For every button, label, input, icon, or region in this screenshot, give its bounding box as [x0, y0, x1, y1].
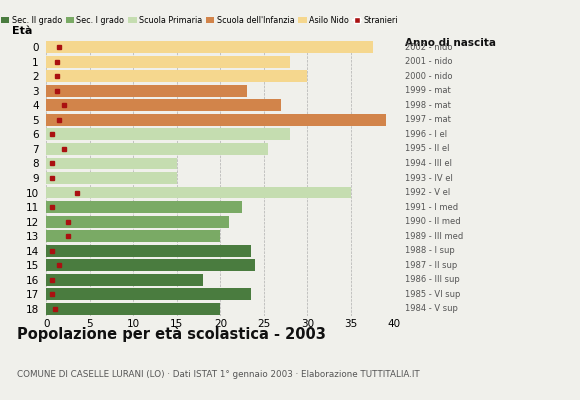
- Bar: [46, 201, 242, 213]
- Bar: [46, 41, 373, 53]
- Bar: [46, 158, 177, 170]
- Text: 1989 - III med: 1989 - III med: [405, 232, 463, 241]
- Text: 1986 - III sup: 1986 - III sup: [405, 275, 459, 284]
- Bar: [46, 56, 290, 68]
- Text: 1990 - II med: 1990 - II med: [405, 217, 461, 226]
- Bar: [46, 274, 203, 286]
- Text: 1984 - V sup: 1984 - V sup: [405, 304, 458, 313]
- Bar: [46, 172, 177, 184]
- Text: 2001 - nido: 2001 - nido: [405, 57, 452, 66]
- Text: 1991 - I med: 1991 - I med: [405, 202, 458, 212]
- Bar: [46, 100, 281, 111]
- Text: Età: Età: [12, 26, 32, 36]
- Text: 1992 - V el: 1992 - V el: [405, 188, 450, 197]
- Bar: [46, 303, 220, 315]
- Bar: [46, 70, 307, 82]
- Bar: [46, 259, 255, 271]
- Bar: [46, 143, 268, 155]
- Bar: [46, 216, 229, 228]
- Text: 1994 - III el: 1994 - III el: [405, 159, 452, 168]
- Bar: [46, 245, 251, 256]
- Text: 2002 - nido: 2002 - nido: [405, 43, 452, 52]
- Text: 1985 - VI sup: 1985 - VI sup: [405, 290, 460, 299]
- Bar: [46, 186, 351, 198]
- Text: Popolazione per età scolastica - 2003: Popolazione per età scolastica - 2003: [17, 326, 327, 342]
- Text: 2000 - nido: 2000 - nido: [405, 72, 452, 81]
- Bar: [46, 128, 290, 140]
- Bar: [46, 85, 246, 97]
- Text: 1998 - mat: 1998 - mat: [405, 101, 451, 110]
- Text: 1997 - mat: 1997 - mat: [405, 115, 451, 124]
- Legend: Sec. II grado, Sec. I grado, Scuola Primaria, Scuola dell'Infanzia, Asilo Nido, : Sec. II grado, Sec. I grado, Scuola Prim…: [0, 12, 401, 28]
- Text: 1988 - I sup: 1988 - I sup: [405, 246, 455, 255]
- Bar: [46, 230, 220, 242]
- Text: 1987 - II sup: 1987 - II sup: [405, 261, 457, 270]
- Bar: [46, 114, 386, 126]
- Text: 1995 - II el: 1995 - II el: [405, 144, 450, 154]
- Text: 1996 - I el: 1996 - I el: [405, 130, 447, 139]
- Text: Anno di nascita: Anno di nascita: [405, 38, 496, 48]
- Text: 1999 - mat: 1999 - mat: [405, 86, 451, 95]
- Text: COMUNE DI CASELLE LURANI (LO) · Dati ISTAT 1° gennaio 2003 · Elaborazione TUTTIT: COMUNE DI CASELLE LURANI (LO) · Dati IST…: [17, 370, 420, 379]
- Text: 1993 - IV el: 1993 - IV el: [405, 174, 453, 182]
- Bar: [46, 288, 251, 300]
